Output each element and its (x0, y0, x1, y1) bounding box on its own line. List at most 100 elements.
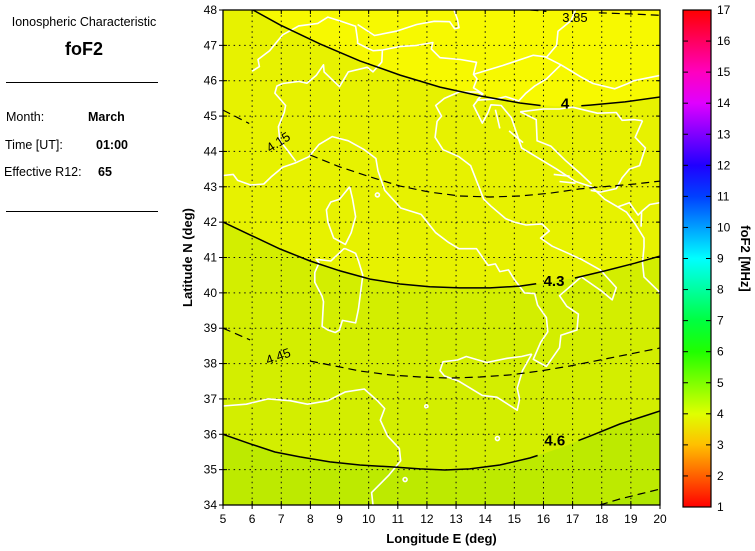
x-tick-label: 17 (566, 512, 580, 526)
y-tick-label: 44 (204, 144, 218, 158)
x-tick-label: 18 (595, 512, 609, 526)
colorbar-tick-label: 11 (717, 189, 730, 203)
x-tick-label: 20 (653, 512, 667, 526)
coastline-island-pag (508, 130, 524, 144)
coastline-border-slovenia-hungary-croatia (473, 54, 660, 90)
y-tick-label: 40 (204, 286, 218, 300)
x-tick-label: 19 (624, 512, 638, 526)
colorbar-tick-label: 8 (717, 283, 724, 297)
contour-label-4: 4 (561, 95, 570, 112)
coastline-border-france-italy (274, 82, 297, 162)
characteristic-name: foF2 (65, 39, 103, 59)
axes-frame (219, 9, 661, 509)
contour-label-3.85: 3.85 (562, 10, 587, 25)
colorbar-tick-label: 3 (717, 438, 724, 452)
coastline-island-korcula (559, 180, 576, 184)
contour-line-4.15 (309, 154, 660, 198)
x-tick-label: 11 (392, 512, 405, 526)
contour-line-4 (252, 10, 541, 107)
coastline-border-switzerland-north (251, 16, 383, 72)
band-below-3.85 (530, 10, 660, 16)
contour-line-3.85 (598, 12, 660, 16)
colorbar-tick-label: 10 (717, 220, 731, 234)
colorbar-tick-label: 9 (717, 252, 724, 266)
y-tick-label: 45 (204, 109, 218, 123)
coastline-mainland-italy-balkans (223, 91, 660, 368)
colorbar-label: foF2 [MHz] (738, 225, 753, 291)
field-time-label: Time [UT]: (5, 138, 63, 152)
colorbar-tick-label: 15 (717, 65, 731, 79)
y-tick-label: 36 (204, 427, 218, 441)
separator-line-top (6, 82, 158, 83)
x-tick-label: 13 (449, 512, 463, 526)
island-pantelleria (423, 403, 429, 409)
coastline-island-brac-hvar (553, 173, 570, 177)
band-4.6-4.75 (223, 411, 660, 505)
y-tick-label: 35 (204, 463, 218, 477)
y-tick-label: 39 (204, 321, 218, 335)
field-time-value: 01:00 (96, 138, 128, 152)
x-tick-label: 10 (362, 512, 376, 526)
coastline-corsica (325, 186, 357, 246)
y-tick-label: 34 (204, 498, 218, 512)
x-tick-label: 6 (249, 512, 256, 526)
coastline-north-africa (223, 388, 402, 505)
tick-labels: 5 6 7 8 9 10 11 12 13 14 15 16 17 18 19 20 34 35 36 37 38 39 4… (204, 3, 667, 526)
colorbar-tick-label: 14 (717, 96, 731, 110)
contour-line-4.3 (574, 255, 660, 279)
contour-line-4.6 (578, 410, 660, 442)
x-axis-label: Longitude E (deg) (386, 531, 496, 546)
coastlines (223, 10, 660, 505)
y-tick-label: 42 (204, 215, 218, 229)
colorbar-tick-label: 6 (717, 345, 724, 359)
x-tick-label: 8 (307, 512, 314, 526)
x-tick-label: 7 (278, 512, 285, 526)
coastline-sardinia (313, 247, 364, 334)
contour-label-4.3: 4.3 (544, 273, 565, 290)
colorbar-tick-label: 4 (717, 407, 724, 421)
x-tick-label: 16 (537, 512, 551, 526)
field-month-label: Month: (6, 110, 45, 124)
colorbar-tick-label: 5 (717, 376, 724, 390)
coastline-border-montenegro-albania (617, 201, 660, 216)
coastline-border-switzerland-south (282, 49, 384, 88)
coastline-border-croatia-bosnia-north (520, 106, 643, 122)
colorbar-tick-label: 16 (717, 34, 731, 48)
field-r12-value: 65 (98, 165, 112, 179)
colorbar-tick-label: 1 (717, 500, 724, 514)
x-tick-label: 5 (220, 512, 227, 526)
coastline-border-bosnia-serbia (590, 120, 647, 193)
island-elba (374, 192, 381, 198)
colorbar-tick-label: 13 (717, 127, 731, 141)
contour-line-4.15 (223, 109, 250, 125)
colorbar-tick-label: 7 (717, 314, 724, 328)
coastline-border-germany-austria (357, 10, 460, 37)
coastline-border-austria-italy-slovenia (382, 41, 484, 101)
coastline-sicily (439, 353, 533, 412)
contour-line-4.75 (599, 488, 660, 505)
x-tick-label: 15 (508, 512, 522, 526)
contour-line-4 (581, 96, 660, 107)
colorbar-tick-label: 2 (717, 469, 724, 483)
contour-line-4.45 (223, 327, 251, 341)
field-month: Month: March (6, 110, 125, 124)
field-time: Time [UT]: 01:00 (5, 138, 128, 152)
y-tick-label: 48 (204, 3, 218, 17)
y-tick-label: 47 (204, 38, 218, 52)
contour-line-4.3 (223, 221, 537, 289)
colorbar-tick-label: 12 (717, 158, 731, 172)
field-month-value: March (88, 110, 125, 124)
contour-label-4.6: 4.6 (544, 432, 565, 449)
y-tick-label: 41 (204, 251, 218, 265)
y-tick-label: 46 (204, 74, 218, 88)
y-tick-label: 43 (204, 180, 218, 194)
y-axis-label: Latitude N (deg) (180, 208, 195, 307)
island-malta (494, 435, 501, 442)
coastline-border-albania-east (640, 211, 643, 227)
field-r12: Effective R12: 65 (4, 165, 112, 179)
panel-title: Ionospheric Characteristic (11, 15, 157, 29)
